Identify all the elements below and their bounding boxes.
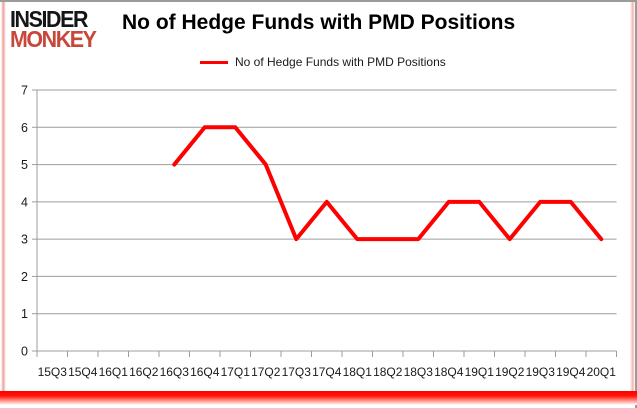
x-axis-label: 18Q2	[373, 365, 403, 379]
x-axis-label: 19Q4	[556, 365, 586, 379]
x-axis-label: 19Q3	[526, 365, 556, 379]
series-line-hedge-funds	[172, 125, 604, 242]
logo-word-insider: INSIDER	[10, 6, 88, 32]
x-axis-label: 16Q1	[99, 365, 129, 379]
x-axis-label: 17Q2	[251, 365, 281, 379]
x-axis-label: 15Q3	[38, 365, 68, 379]
y-axis-label: 5	[21, 158, 28, 172]
x-axis-label: 15Q4	[68, 365, 98, 379]
x-axis-label: 20Q1	[587, 365, 617, 379]
x-axis-label: 17Q4	[312, 365, 342, 379]
x-axis-label: 16Q2	[129, 365, 159, 379]
x-axis-label: 16Q4	[190, 365, 220, 379]
logo-word-monkey: MONKEY	[10, 26, 97, 52]
y-axis-label: 4	[21, 195, 28, 209]
frame-top-border	[0, 0, 637, 2]
legend-line-swatch	[200, 60, 228, 64]
legend: No of Hedge Funds with PMD Positions	[200, 55, 446, 69]
x-axis-label: 17Q3	[282, 365, 312, 379]
x-axis-label: 19Q1	[465, 365, 495, 379]
frame-right-border	[635, 0, 637, 408]
y-axis-label: 1	[21, 307, 28, 321]
frame-left-accent	[1, 2, 6, 394]
x-axis-label: 16Q3	[160, 365, 190, 379]
y-axis-label: 3	[21, 233, 28, 247]
x-axis-label: 18Q1	[343, 365, 373, 379]
x-axis-label: 17Q1	[221, 365, 251, 379]
legend-label: No of Hedge Funds with PMD Positions	[235, 55, 446, 69]
y-axis-label: 2	[21, 270, 28, 284]
y-axis-label: 6	[21, 121, 28, 135]
y-axis-label: 7	[21, 84, 28, 98]
bottom-red-glow	[0, 391, 637, 405]
y-axis-label: 0	[21, 345, 28, 359]
x-axis-label: 18Q4	[434, 365, 464, 379]
insider-monkey-logo: INSIDER MONKEY	[10, 6, 97, 52]
x-axis-label: 18Q3	[404, 365, 434, 379]
x-axis-label: 19Q2	[495, 365, 525, 379]
chart-title: No of Hedge Funds with PMD Positions	[122, 11, 516, 34]
frame-right-accent	[630, 2, 635, 394]
